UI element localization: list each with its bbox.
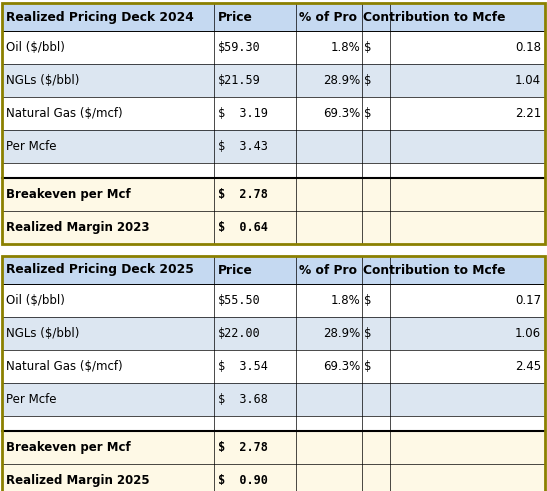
Text: Contribution to Mcfe: Contribution to Mcfe — [363, 10, 505, 24]
Text: $  3.54: $ 3.54 — [218, 360, 268, 373]
Bar — [2, 163, 545, 178]
Text: Realized Pricing Deck 2025: Realized Pricing Deck 2025 — [6, 264, 194, 276]
Text: $: $ — [364, 41, 371, 54]
Bar — [2, 431, 545, 491]
Text: $: $ — [364, 74, 371, 87]
Text: $  3.19: $ 3.19 — [218, 107, 268, 120]
Text: $  0.90: $ 0.90 — [218, 474, 268, 487]
Text: Natural Gas ($/mcf): Natural Gas ($/mcf) — [6, 360, 123, 373]
Text: % of Pro: % of Pro — [299, 264, 357, 276]
Text: Breakeven per Mcf: Breakeven per Mcf — [6, 441, 131, 454]
Bar — [2, 97, 545, 130]
Text: $22.00: $22.00 — [218, 327, 261, 340]
Bar — [2, 284, 545, 317]
Text: Breakeven per Mcf: Breakeven per Mcf — [6, 188, 131, 201]
Text: $  2.78: $ 2.78 — [218, 441, 268, 454]
Text: NGLs ($/bbl): NGLs ($/bbl) — [6, 74, 79, 87]
Text: $: $ — [364, 360, 371, 373]
Bar — [2, 31, 545, 64]
Text: $: $ — [364, 107, 371, 120]
Bar — [2, 256, 545, 284]
Text: 1.06: 1.06 — [515, 327, 541, 340]
Text: 2.21: 2.21 — [515, 107, 541, 120]
Text: 69.3%: 69.3% — [323, 107, 360, 120]
Text: $: $ — [364, 294, 371, 307]
Text: Realized Pricing Deck 2024: Realized Pricing Deck 2024 — [6, 10, 194, 24]
Text: Oil ($/bbl): Oil ($/bbl) — [6, 41, 65, 54]
Text: Realized Margin 2023: Realized Margin 2023 — [6, 221, 149, 234]
Text: $59.30: $59.30 — [218, 41, 261, 54]
Bar — [2, 256, 545, 491]
Text: 1.8%: 1.8% — [330, 41, 360, 54]
Text: Per Mcfe: Per Mcfe — [6, 140, 56, 153]
Bar — [2, 317, 545, 350]
Text: NGLs ($/bbl): NGLs ($/bbl) — [6, 327, 79, 340]
Text: Natural Gas ($/mcf): Natural Gas ($/mcf) — [6, 107, 123, 120]
Bar — [2, 383, 545, 416]
Bar — [2, 3, 545, 244]
Text: 2.45: 2.45 — [515, 360, 541, 373]
Text: $21.59: $21.59 — [218, 74, 261, 87]
Bar — [2, 350, 545, 383]
Text: $  3.43: $ 3.43 — [218, 140, 268, 153]
Text: 0.18: 0.18 — [515, 41, 541, 54]
Text: Price: Price — [218, 10, 253, 24]
Text: Per Mcfe: Per Mcfe — [6, 393, 56, 406]
Text: Oil ($/bbl): Oil ($/bbl) — [6, 294, 65, 307]
Text: % of Pro: % of Pro — [299, 10, 357, 24]
Text: 0.17: 0.17 — [515, 294, 541, 307]
Bar — [2, 130, 545, 163]
Text: 28.9%: 28.9% — [323, 74, 360, 87]
Text: $55.50: $55.50 — [218, 294, 261, 307]
Bar — [2, 178, 545, 244]
Text: Realized Margin 2025: Realized Margin 2025 — [6, 474, 150, 487]
Bar — [2, 416, 545, 431]
Text: Contribution to Mcfe: Contribution to Mcfe — [363, 264, 505, 276]
Text: $  3.68: $ 3.68 — [218, 393, 268, 406]
Text: 1.8%: 1.8% — [330, 294, 360, 307]
Bar — [2, 64, 545, 97]
Text: $  0.64: $ 0.64 — [218, 221, 268, 234]
Bar — [2, 3, 545, 31]
Text: 28.9%: 28.9% — [323, 327, 360, 340]
Text: Price: Price — [218, 264, 253, 276]
Text: $  2.78: $ 2.78 — [218, 188, 268, 201]
Text: 1.04: 1.04 — [515, 74, 541, 87]
Text: 69.3%: 69.3% — [323, 360, 360, 373]
Text: $: $ — [364, 327, 371, 340]
